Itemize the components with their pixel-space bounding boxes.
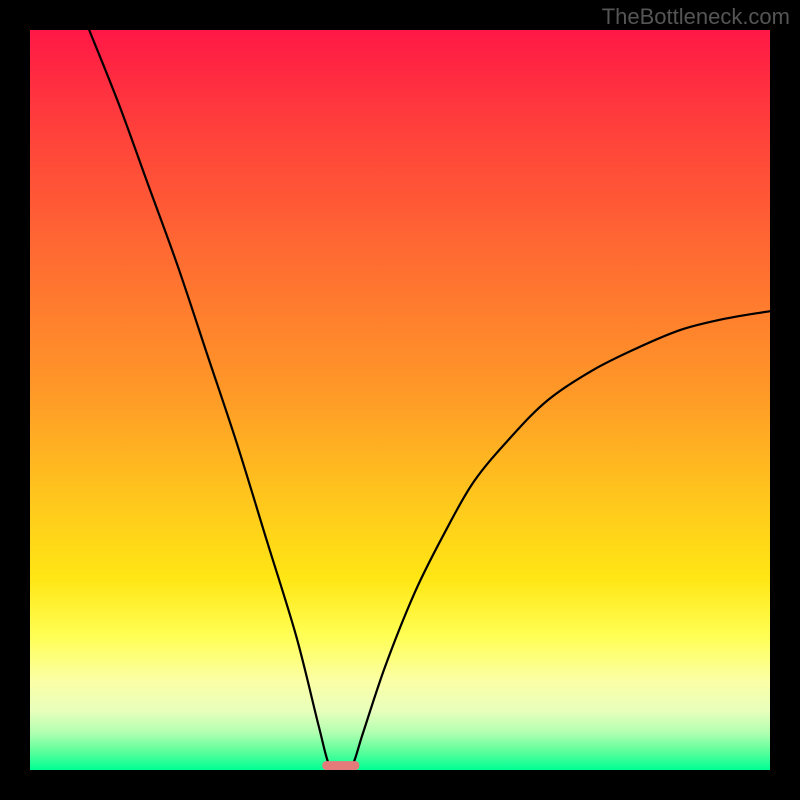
plot-background — [30, 30, 770, 770]
bottleneck-chart — [0, 0, 800, 800]
chart-container: TheBottleneck.com — [0, 0, 800, 800]
optimum-marker — [322, 761, 359, 770]
watermark-text: TheBottleneck.com — [602, 4, 790, 30]
